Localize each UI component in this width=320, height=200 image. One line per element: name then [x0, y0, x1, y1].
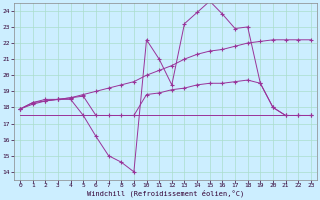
X-axis label: Windchill (Refroidissement éolien,°C): Windchill (Refroidissement éolien,°C) — [87, 190, 244, 197]
